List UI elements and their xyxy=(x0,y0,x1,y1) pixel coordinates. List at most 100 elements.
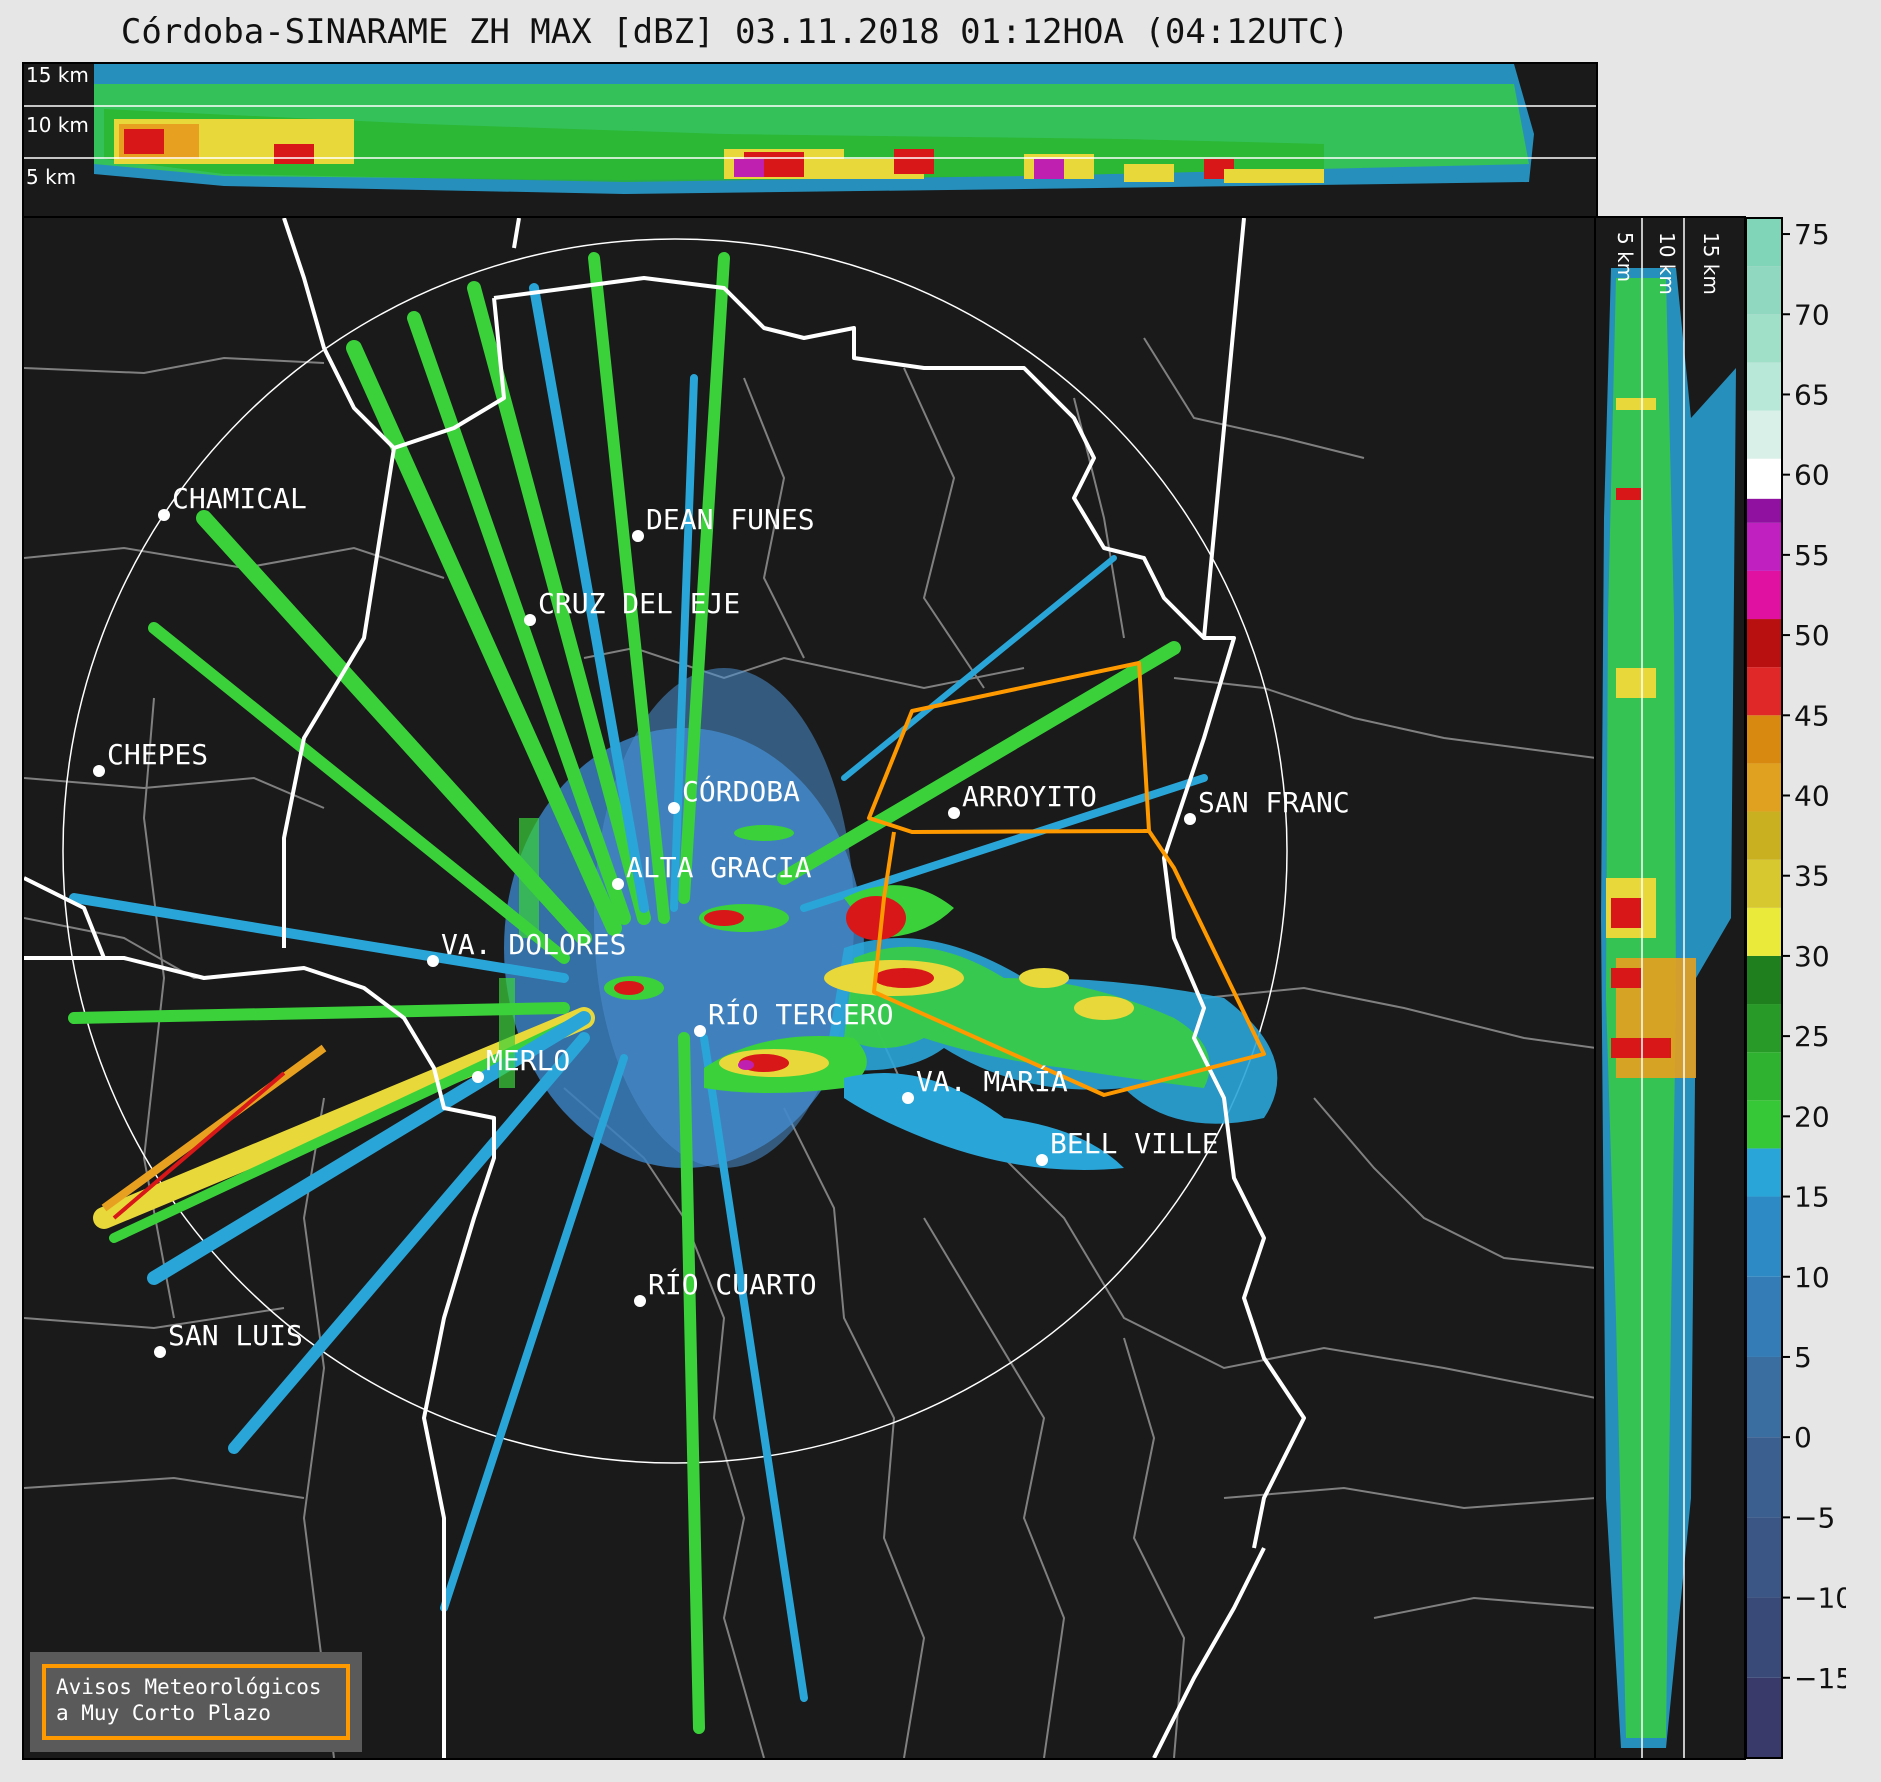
svg-text:RÍO TERCERO: RÍO TERCERO xyxy=(708,997,893,1031)
colorbar-tick-label: 30 xyxy=(1794,940,1830,973)
colorbar-band xyxy=(1746,955,1782,1005)
colorbar-tick-label: 0 xyxy=(1794,1421,1812,1454)
colorbar-band xyxy=(1746,362,1782,411)
city-chamical[interactable]: CHAMICAL xyxy=(158,482,307,521)
colorbar-tick-label: 45 xyxy=(1794,699,1830,732)
colorbar-band xyxy=(1746,522,1782,571)
city-san-luis[interactable]: SAN LUIS xyxy=(154,1319,303,1358)
svg-text:VA. DOLORES: VA. DOLORES xyxy=(441,928,626,961)
colorbar-band xyxy=(1746,1437,1782,1518)
svg-text:CHEPES: CHEPES xyxy=(107,738,208,771)
svg-text:DEAN FUNES: DEAN FUNES xyxy=(646,503,815,536)
colorbar-band xyxy=(1746,1517,1782,1598)
colorbar-tick-label: 55 xyxy=(1794,539,1830,572)
city-merlo[interactable]: MERLO xyxy=(472,1044,570,1083)
colorbar-band xyxy=(1746,1148,1782,1197)
colorbar-band xyxy=(1746,498,1782,523)
colorbar-band xyxy=(1746,570,1782,620)
colorbar-tick-label: 20 xyxy=(1794,1100,1830,1133)
colorbar-tick-label: 60 xyxy=(1794,459,1830,492)
svg-text:ARROYITO: ARROYITO xyxy=(962,780,1097,813)
colorbar-band xyxy=(1746,1052,1782,1101)
colorbar-tick-label: 15 xyxy=(1794,1181,1830,1214)
colorbar-band xyxy=(1746,1004,1782,1053)
colorbar-band xyxy=(1746,1196,1782,1277)
colorbar-band xyxy=(1746,907,1782,956)
province-borders xyxy=(24,218,1306,1758)
city-rio-tercero[interactable]: RÍO TERCERO xyxy=(694,997,893,1037)
top-height-label: 10 km xyxy=(26,113,89,137)
city-chepes[interactable]: CHEPES xyxy=(93,738,208,777)
colorbar-frame xyxy=(1746,217,1783,1759)
colorbar-band xyxy=(1746,1677,1782,1758)
colorbar-band xyxy=(1746,218,1782,267)
svg-text:MERLO: MERLO xyxy=(486,1044,570,1077)
colorbar-band xyxy=(1746,314,1782,363)
city-bell-ville[interactable]: BELL VILLE xyxy=(1036,1127,1219,1166)
warning-polygon[interactable] xyxy=(867,661,1266,1097)
figure-title: Córdoba-SINARAME ZH MAX [dBZ] 03.11.2018… xyxy=(120,12,1350,52)
colorbar-tick-label: 5 xyxy=(1794,1341,1812,1374)
city-cruz-del-eje[interactable]: CRUZ DEL EJE xyxy=(524,587,740,626)
right-height-label: 15 km xyxy=(1699,232,1723,295)
warning-legend: Avisos Meteorológicos a Muy Corto Plazo xyxy=(30,1652,362,1752)
svg-text:CÓRDOBA: CÓRDOBA xyxy=(682,774,800,808)
colorbar-tick-label: −5 xyxy=(1794,1501,1835,1534)
radar-map: CHAMICAL DEAN FUNES CRUZ DEL EJE CHEPES … xyxy=(24,218,1596,1758)
colorbar-band xyxy=(1746,859,1782,908)
colorbar-tick-label: 25 xyxy=(1794,1020,1830,1053)
colorbar-tick-label: 70 xyxy=(1794,298,1830,331)
city-alta-gracia[interactable]: ALTA GRACIA xyxy=(612,851,812,890)
colorbar-band xyxy=(1746,1597,1782,1678)
range-ring xyxy=(62,238,1288,1464)
colorbar-band xyxy=(1746,667,1782,716)
city-villa-maria[interactable]: VA. MARÍA xyxy=(902,1064,1068,1104)
top-height-label: 15 km xyxy=(26,64,89,87)
colorbar-tick-label: 40 xyxy=(1794,780,1830,813)
colorbar-tick-label: 50 xyxy=(1794,619,1830,652)
colorbar-band xyxy=(1746,1356,1782,1438)
colorbar-tick-label: −10 xyxy=(1794,1582,1846,1615)
colorbar-tick-label: −15 xyxy=(1794,1662,1846,1695)
colorbar-tick-label: 35 xyxy=(1794,860,1830,893)
colorbar-band xyxy=(1746,811,1782,860)
svg-text:VA. MARÍA: VA. MARÍA xyxy=(916,1064,1068,1098)
svg-text:RÍO CUARTO: RÍO CUARTO xyxy=(648,1267,817,1301)
warning-legend-line1: Avisos Meteorológicos xyxy=(56,1675,322,1699)
city-villa-dolores[interactable]: VA. DOLORES xyxy=(427,928,626,967)
colorbar-band xyxy=(1746,458,1782,499)
city-arroyito[interactable]: ARROYITO xyxy=(948,780,1097,819)
warning-legend-line2: a Muy Corto Plazo xyxy=(56,1701,271,1725)
right-cross-section-panel: 5 km 10 km 15 km xyxy=(1594,216,1746,1760)
colorbar-band xyxy=(1746,1276,1782,1357)
colorbar-band xyxy=(1746,266,1782,315)
city-rio-cuarto[interactable]: RÍO CUARTO xyxy=(634,1267,817,1307)
top-cross-section-panel: 15 km 10 km 5 km xyxy=(22,62,1598,218)
colorbar-tick-label: 10 xyxy=(1794,1261,1830,1294)
colorbar-tick-label: 65 xyxy=(1794,378,1830,411)
city-markers: CHAMICAL DEAN FUNES CRUZ DEL EJE CHEPES … xyxy=(93,482,1350,1358)
radar-echoes xyxy=(68,252,1278,1734)
radar-map-panel[interactable]: CHAMICAL DEAN FUNES CRUZ DEL EJE CHEPES … xyxy=(22,216,1598,1760)
colorbar-band xyxy=(1746,1100,1782,1149)
top-cross-section: 15 km 10 km 5 km xyxy=(24,64,1596,194)
city-cordoba[interactable]: CÓRDOBA xyxy=(668,774,800,814)
svg-text:ALTA GRACIA: ALTA GRACIA xyxy=(626,851,812,884)
city-san-francisco[interactable]: SAN FRANC xyxy=(1184,786,1350,825)
right-height-label: 5 km xyxy=(1613,232,1637,282)
right-height-label: 10 km xyxy=(1655,232,1679,295)
colorbar-bands xyxy=(1746,218,1782,1758)
svg-text:CRUZ DEL EJE: CRUZ DEL EJE xyxy=(538,587,740,620)
city-dean-funes[interactable]: DEAN FUNES xyxy=(632,503,815,542)
colorbar-band xyxy=(1746,410,1782,459)
svg-text:SAN LUIS: SAN LUIS xyxy=(168,1319,303,1352)
colorbar-band xyxy=(1746,715,1782,764)
svg-text:BELL VILLE: BELL VILLE xyxy=(1050,1127,1219,1160)
colorbar-band xyxy=(1746,619,1782,668)
colorbar-tick-label: 75 xyxy=(1794,218,1830,251)
svg-text:CHAMICAL: CHAMICAL xyxy=(172,482,307,515)
warning-legend-frame: Avisos Meteorológicos a Muy Corto Plazo xyxy=(42,1664,350,1740)
colorbar-band xyxy=(1746,763,1782,812)
